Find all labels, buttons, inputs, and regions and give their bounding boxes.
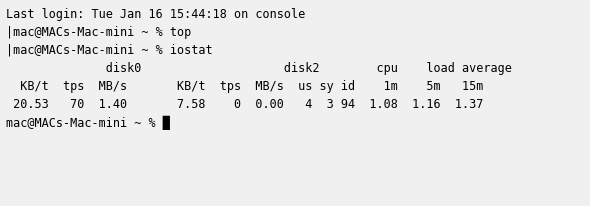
Text: disk0                    disk2        cpu    load average: disk0 disk2 cpu load average xyxy=(6,62,512,75)
Text: mac@MACs-Mac-mini ~ % █: mac@MACs-Mac-mini ~ % █ xyxy=(6,115,170,130)
Text: |mac@MACs-Mac-mini ~ % top: |mac@MACs-Mac-mini ~ % top xyxy=(6,26,191,39)
Text: 20.53   70  1.40       7.58    0  0.00   4  3 94  1.08  1.16  1.37: 20.53 70 1.40 7.58 0 0.00 4 3 94 1.08 1.… xyxy=(6,97,483,110)
Text: |mac@MACs-Mac-mini ~ % iostat: |mac@MACs-Mac-mini ~ % iostat xyxy=(6,44,212,57)
Text: KB/t  tps  MB/s       KB/t  tps  MB/s  us sy id    1m    5m   15m: KB/t tps MB/s KB/t tps MB/s us sy id 1m … xyxy=(6,80,483,92)
Text: Last login: Tue Jan 16 15:44:18 on console: Last login: Tue Jan 16 15:44:18 on conso… xyxy=(6,8,305,21)
